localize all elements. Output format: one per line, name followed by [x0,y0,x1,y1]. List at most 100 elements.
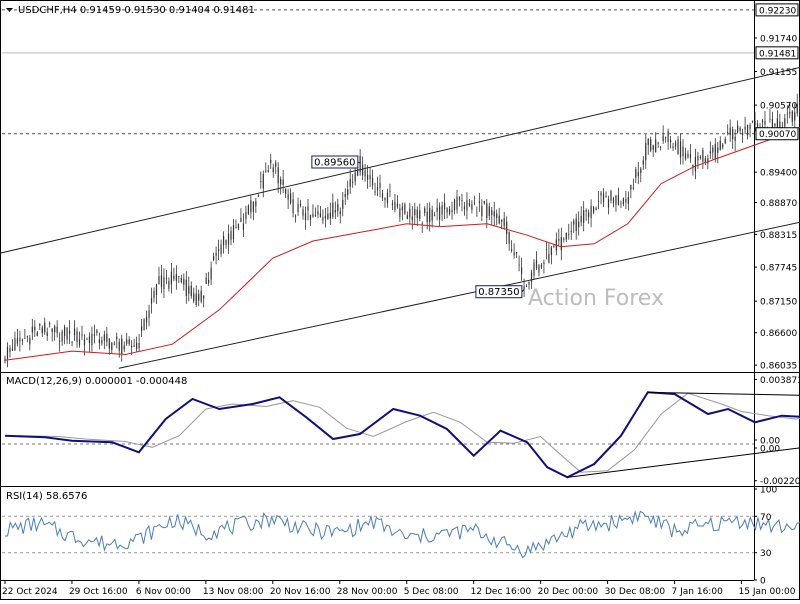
candle-body [317,211,319,215]
candle-body [24,337,26,339]
price-axis-box-label: 0.90070 [759,130,796,140]
candle-body [210,267,212,280]
candle-body [409,208,411,218]
candle-body [250,200,252,213]
candle-body [297,203,299,213]
candle-body [573,220,575,225]
candle-body [538,264,540,273]
candle-body [21,339,23,341]
candle-body [429,208,431,222]
y-tick-label: 0.89400 [760,169,797,179]
candle-body [488,206,490,216]
candle-body [401,206,403,211]
candle-body [550,247,552,255]
candle-body [575,218,577,232]
candle-body [525,286,528,287]
candle-body [493,211,495,217]
x-tick-label: 12 Dec 16:00 [471,587,532,597]
candle-body [314,215,317,216]
candle-body [699,156,701,159]
candle-body [702,150,704,162]
candle-body [145,317,148,323]
candle-body [416,209,418,219]
candle-body [369,175,371,180]
candle-body [406,215,408,219]
candle-body [59,340,61,342]
candle-body [471,204,473,210]
candle-body [610,191,612,201]
candle-body [272,167,274,173]
channel-lower-line [118,221,800,369]
candle-body [280,179,282,185]
macd-trend-line [647,391,800,396]
x-tick-label: 15 Jan 00:00 [739,587,796,597]
candle-body [270,159,272,164]
candle-body [106,333,108,342]
candle-body [344,194,346,198]
candle-body [163,277,165,290]
candle-body [391,203,394,206]
candle-body [739,127,741,131]
price-panel-title: USDCHF,H4 0.91459 0.91530 0.91404 0.9148… [18,5,255,16]
candle-body [612,198,615,204]
candle-body [200,290,202,302]
candle-body [150,298,153,304]
candle-body [227,233,230,245]
candle-body [709,151,711,154]
candle-body [506,221,508,235]
candle-body [712,147,714,153]
candle-body [68,330,71,334]
candle-body [108,338,110,349]
rsi-y-tick-label: 100 [760,486,777,496]
candle-body [560,237,562,251]
candle-body [779,121,781,130]
candle-body [677,139,679,154]
candle-body [198,293,200,301]
candle-body [751,120,754,122]
rsi-y-tick-label: 70 [760,513,772,523]
candle-body [381,193,384,198]
x-tick-label: 30 Dec 08:00 [605,587,666,597]
candle-body [431,209,433,221]
candle-body [205,277,207,284]
candle-body [347,189,349,196]
candle-body [622,198,624,205]
candle-body [443,202,446,209]
y-tick-label: 0.88870 [760,199,797,209]
candle-body [597,200,600,202]
candle-body [73,328,76,336]
candle-body [446,207,448,213]
price-axis-box [755,3,799,17]
candle-body [419,210,421,219]
candle-body [441,205,443,215]
candle-body [165,278,168,280]
y-tick-label: 0.91740 [760,34,797,44]
candle-body [307,206,309,211]
candle-body [426,211,428,223]
candle-body [71,341,73,343]
candle-body [615,195,617,205]
candle-body [635,169,637,178]
candle-body [76,331,78,342]
candle-body [439,206,441,220]
candle-body [44,322,46,333]
candle-body [794,112,796,121]
candle-body [756,123,759,129]
candle-body [168,280,170,289]
candle-body [468,202,471,206]
candle-body [563,238,565,240]
candle-body [138,342,140,349]
annotation-label: 0.89560 [314,157,355,168]
candle-body [466,200,468,211]
candle-body [304,213,307,221]
candle-body [225,240,227,245]
candle-body [277,167,279,184]
candle-body [394,201,396,211]
candle-body [245,212,247,219]
candle-body [282,179,284,185]
candle-body [483,201,485,204]
x-tick-label: 5 Dec 08:00 [404,587,459,597]
candle-body [267,170,269,172]
